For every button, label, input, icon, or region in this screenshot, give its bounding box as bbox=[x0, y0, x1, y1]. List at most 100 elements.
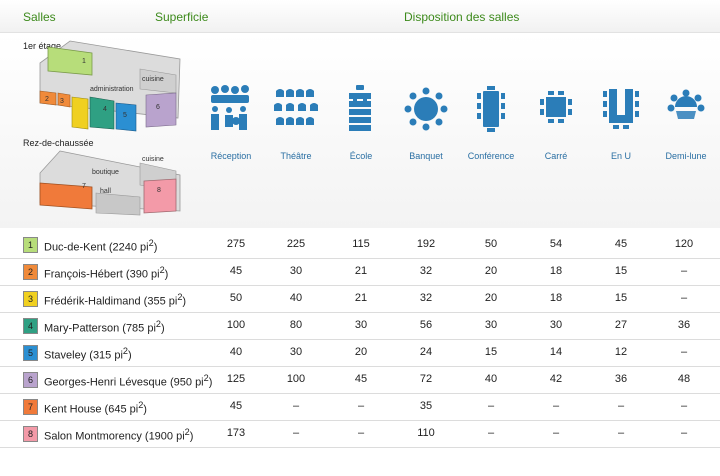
capacity-cell: 50 bbox=[484, 238, 498, 250]
layout-panel: 1er étage Rez-de-chaussée 1 cuisine admi… bbox=[0, 33, 720, 228]
capacity-cell: – bbox=[487, 427, 495, 439]
capacity-cell: 20 bbox=[484, 292, 498, 304]
capacity-cell: 18 bbox=[549, 265, 563, 277]
capacity-cell: – bbox=[292, 400, 300, 412]
layout-label-reception: Réception bbox=[210, 151, 252, 161]
capacity-cell: – bbox=[680, 400, 688, 412]
capacity-cell: 100 bbox=[226, 319, 246, 331]
floor-plan: 1 cuisine administration 2 3 4 5 6 cuisi… bbox=[39, 40, 181, 216]
room-number-badge: 2 bbox=[23, 264, 38, 280]
capacity-cell: 120 bbox=[674, 238, 694, 250]
capacity-cell: 35 bbox=[419, 400, 433, 412]
capacity-cell: 54 bbox=[549, 238, 563, 250]
room-1-shape bbox=[47, 46, 93, 76]
svg-text:cuisine: cuisine bbox=[142, 76, 164, 83]
room-name: François-Hébert (390 pi2) bbox=[44, 265, 169, 281]
svg-text:8: 8 bbox=[157, 187, 161, 194]
capacity-cell: 21 bbox=[354, 265, 368, 277]
svg-text:boutique: boutique bbox=[92, 169, 119, 176]
table-row: 1 Duc-de-Kent (2240 pi2) 275 225 115 192… bbox=[0, 232, 720, 259]
svg-text:4: 4 bbox=[103, 106, 107, 113]
room-number-badge: 6 bbox=[23, 372, 38, 388]
capacity-cell: 30 bbox=[549, 319, 563, 331]
room-number-badge: 1 bbox=[23, 237, 38, 253]
room-name: Frédérik-Haldimand (355 pi2) bbox=[44, 292, 187, 308]
capacity-cell: 30 bbox=[289, 346, 303, 358]
capacity-cell: 72 bbox=[419, 373, 433, 385]
room-4-shape bbox=[89, 96, 115, 130]
capacity-cell: 173 bbox=[226, 427, 246, 439]
room-6-shape bbox=[145, 92, 177, 128]
header-salles: Salles bbox=[23, 10, 56, 24]
layout-label-u-shape: En U bbox=[610, 151, 631, 161]
capacity-cell: 24 bbox=[419, 346, 433, 358]
reception-icon bbox=[211, 85, 249, 130]
room-name: Kent House (645 pi2) bbox=[44, 400, 147, 416]
layout-label-conference: Conférence bbox=[467, 151, 515, 161]
capacity-cell: 125 bbox=[226, 373, 246, 385]
table-row: 8 Salon Montmorency (1900 pi2) 173 – – 1… bbox=[0, 421, 720, 448]
layout-label-banquet: Banquet bbox=[409, 151, 443, 161]
room-number-badge: 4 bbox=[23, 318, 38, 334]
room-name: Georges-Henri Lévesque (950 pi2) bbox=[44, 373, 213, 389]
square-icon bbox=[540, 91, 572, 123]
banquet-icon bbox=[404, 87, 448, 131]
conference-icon bbox=[477, 86, 505, 132]
svg-text:3: 3 bbox=[60, 98, 64, 105]
capacity-cell: – bbox=[487, 400, 495, 412]
floor-label-first: 1er étage bbox=[23, 41, 62, 51]
header-superficie: Superficie bbox=[155, 10, 209, 24]
floor-label-ground: Rez-de-chaussée bbox=[23, 138, 94, 148]
table-row: 5 Staveley (315 pi2) 40 30 20 24 15 14 1… bbox=[0, 340, 720, 367]
svg-text:cuisine: cuisine bbox=[142, 156, 164, 163]
capacity-cell: – bbox=[357, 400, 365, 412]
svg-text:1: 1 bbox=[82, 58, 86, 65]
capacity-cell: 56 bbox=[419, 319, 433, 331]
table-header: Salles Superficie Disposition des salles bbox=[0, 0, 720, 33]
theatre-icon bbox=[274, 89, 318, 125]
capacity-cell: 12 bbox=[614, 346, 628, 358]
capacity-cell: – bbox=[292, 427, 300, 439]
svg-text:administration: administration bbox=[90, 86, 134, 93]
svg-text:5: 5 bbox=[123, 112, 127, 119]
table-row: 2 François-Hébert (390 pi2) 45 30 21 32 … bbox=[0, 259, 720, 286]
capacity-cell: – bbox=[617, 400, 625, 412]
capacity-cell: 225 bbox=[286, 238, 306, 250]
capacity-cell: – bbox=[357, 427, 365, 439]
capacity-cell: 40 bbox=[484, 373, 498, 385]
capacity-cell: 32 bbox=[419, 265, 433, 277]
capacity-cell: 50 bbox=[229, 292, 243, 304]
capacity-cell: – bbox=[552, 400, 560, 412]
table-row: 4 Mary-Patterson (785 pi2) 100 80 30 56 … bbox=[0, 313, 720, 340]
half-moon-icon bbox=[667, 89, 705, 119]
capacity-cell: – bbox=[680, 346, 688, 358]
layout-label-theatre: Théâtre bbox=[280, 151, 312, 161]
capacity-cell: – bbox=[552, 427, 560, 439]
room-number-badge: 3 bbox=[23, 291, 38, 307]
room-8-shape bbox=[143, 178, 177, 214]
u-shape-icon bbox=[603, 89, 639, 129]
capacity-cell: 36 bbox=[677, 319, 691, 331]
capacity-cell: 30 bbox=[289, 265, 303, 277]
capacity-cell: 36 bbox=[614, 373, 628, 385]
capacity-cell: 30 bbox=[354, 319, 368, 331]
room-number-badge: 7 bbox=[23, 399, 38, 415]
room-name: Duc-de-Kent (2240 pi2) bbox=[44, 238, 158, 254]
capacity-cell: 192 bbox=[416, 238, 436, 250]
school-icon bbox=[349, 85, 371, 131]
capacity-cell: 48 bbox=[677, 373, 691, 385]
table-row: 3 Frédérik-Haldimand (355 pi2) 50 40 21 … bbox=[0, 286, 720, 313]
capacity-cell: 45 bbox=[354, 373, 368, 385]
capacity-cell: 45 bbox=[229, 265, 243, 277]
svg-text:2: 2 bbox=[45, 96, 49, 103]
room-5-shape bbox=[115, 102, 137, 132]
capacity-cell: – bbox=[680, 427, 688, 439]
capacity-cell: 15 bbox=[484, 346, 498, 358]
capacity-cell: 32 bbox=[419, 292, 433, 304]
capacity-cell: 100 bbox=[286, 373, 306, 385]
capacity-cell: 80 bbox=[289, 319, 303, 331]
room-name: Salon Montmorency (1900 pi2) bbox=[44, 427, 194, 443]
capacity-cell: 20 bbox=[354, 346, 368, 358]
capacity-cell: 20 bbox=[484, 265, 498, 277]
capacity-cell: 45 bbox=[614, 238, 628, 250]
